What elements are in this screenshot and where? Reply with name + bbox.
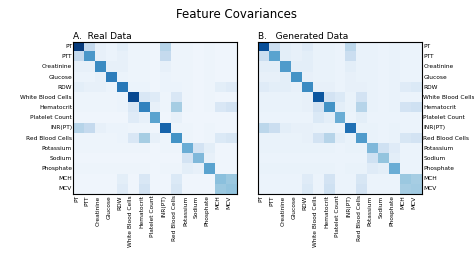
Text: Feature Covariances: Feature Covariances (176, 8, 298, 21)
Text: A.  Real Data: A. Real Data (73, 32, 132, 41)
Text: B.   Generated Data: B. Generated Data (258, 32, 348, 41)
